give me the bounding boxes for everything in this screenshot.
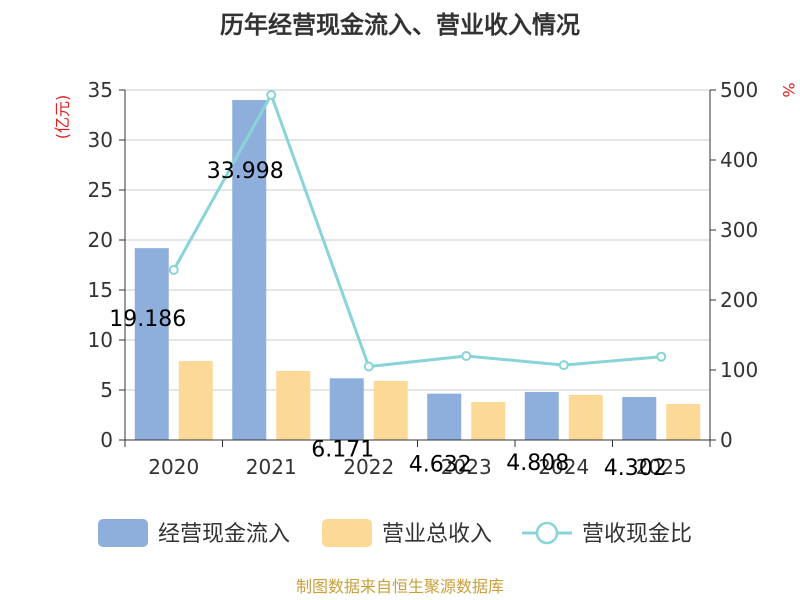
legend-label: 营收现金比: [582, 522, 692, 547]
legend: 经营现金流入 营业总收入 营收现金比: [98, 519, 692, 547]
bar-data-label: 33.998: [207, 159, 284, 184]
x-axis-tick-label: 2020: [148, 455, 199, 479]
bars: [134, 100, 701, 441]
bar: [276, 371, 311, 440]
x-axis-tick-label: 2023: [441, 455, 492, 479]
left-axis-tick-label: 20: [88, 228, 113, 252]
left-axis-unit: (亿元): [53, 95, 72, 140]
ratio-line-point: [558, 360, 569, 371]
left-axis-tick-label: 15: [88, 278, 113, 302]
right-axis-tick-label: 500: [720, 78, 758, 102]
ratio-line-point: [363, 361, 374, 372]
left-axis-tick-label: 0: [100, 428, 113, 452]
bar-data-label: 19.186: [109, 307, 186, 332]
bar: [666, 404, 701, 440]
bar: [471, 402, 506, 440]
bar-data-label: 6.171: [311, 437, 374, 462]
bar: [373, 381, 408, 440]
ratio-line-point: [168, 264, 179, 275]
bar: [329, 378, 364, 440]
ratio-line-point: [461, 351, 472, 361]
bar: [178, 361, 213, 440]
ratio-line-point: [656, 351, 667, 362]
bar: [524, 391, 559, 440]
source-note: 制图数据来自恒生聚源数据库: [296, 577, 504, 596]
right-axis-tick-label: 100: [720, 358, 758, 382]
x-axis-tick-label: 2024: [538, 455, 589, 479]
legend-swatch: [322, 519, 372, 547]
ratio-line-path: [172, 91, 662, 369]
ratio-line: [168, 89, 667, 372]
legend-swatch-marker: [535, 521, 559, 545]
bar: [622, 396, 657, 440]
left-axis-tick-label: 5: [100, 378, 113, 402]
data-labels: 19.186 33.998 6.171 4.632 4.808 4.302: [109, 159, 666, 481]
bar: [134, 248, 169, 440]
left-axis-tick-label: 35: [88, 78, 113, 102]
bar: [427, 393, 462, 440]
left-axis-tick-label: 25: [88, 178, 113, 202]
right-axis-tick-label: 400: [720, 148, 758, 172]
gridlines: [125, 89, 710, 391]
legend-label: 营业总收入: [382, 522, 492, 547]
x-axis-tick-label: 2025: [636, 455, 687, 479]
ratio-line-point: [266, 89, 277, 100]
bar-data-label: 4.302: [604, 456, 667, 481]
right-axis-unit: %: [779, 82, 798, 97]
chart-title: 历年经营现金流入、营业收入情况: [220, 11, 580, 39]
legend-swatch: [98, 519, 148, 547]
bar-data-label: 4.808: [506, 451, 569, 476]
x-axis-tick-label: 2021: [246, 455, 297, 479]
right-axis-tick-label: 200: [720, 288, 758, 312]
bar: [232, 100, 267, 441]
x-axis-tick-label: 2022: [343, 455, 394, 479]
left-axis-tick-label: 10: [88, 328, 113, 352]
legend-label: 经营现金流入: [158, 522, 290, 547]
bar-data-label: 4.632: [409, 453, 472, 478]
right-axis-tick-label: 300: [720, 218, 758, 242]
bar: [568, 395, 603, 440]
left-axis-tick-label: 30: [88, 128, 113, 152]
right-axis-tick-label: 0: [720, 428, 733, 452]
